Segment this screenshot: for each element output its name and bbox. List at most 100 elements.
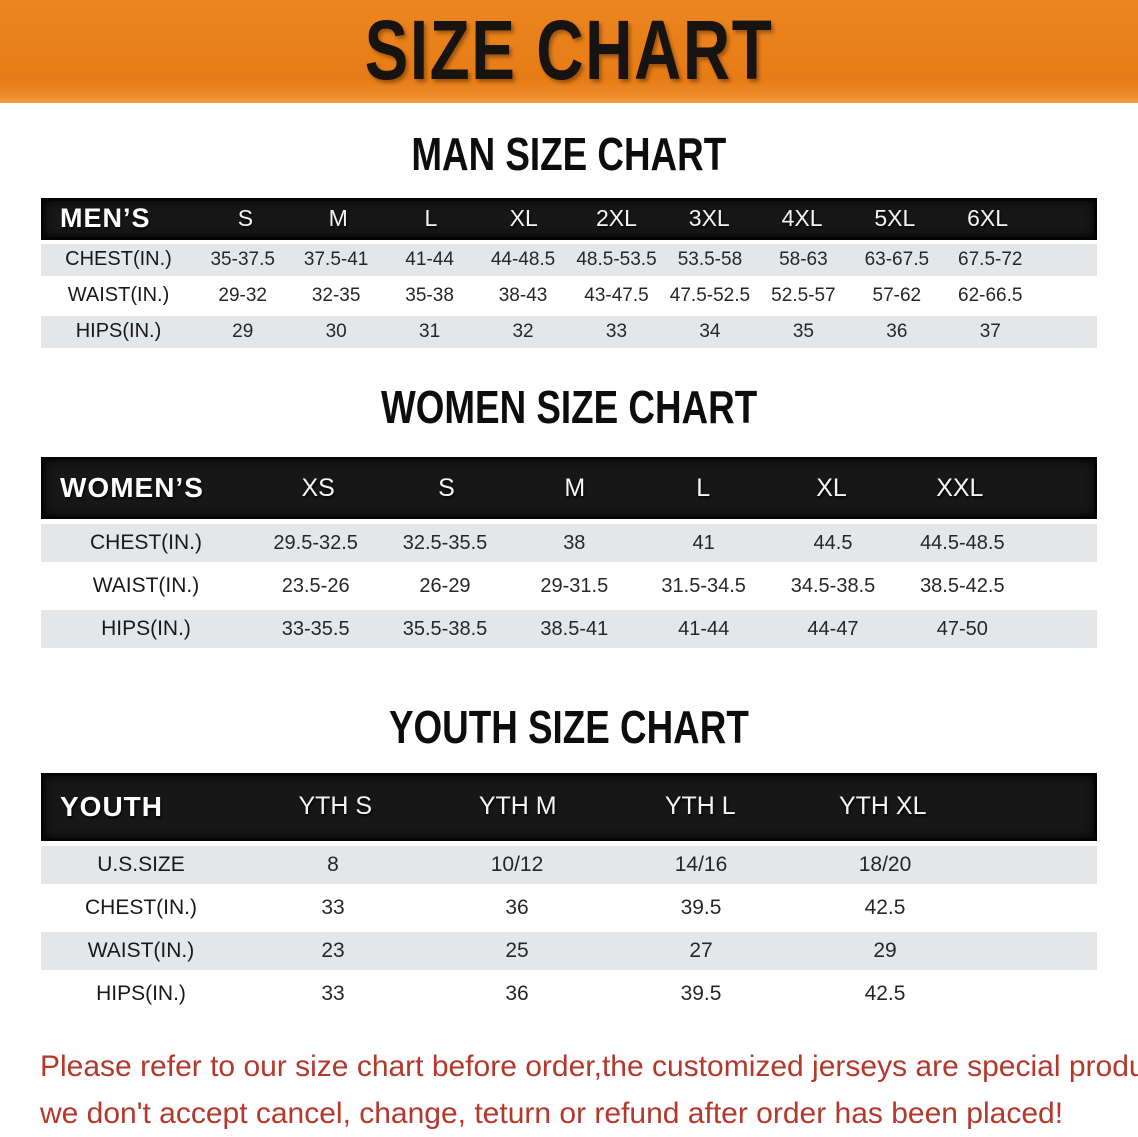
women-section-title-text: WOMEN SIZE CHART — [380, 380, 758, 433]
youth-size-section: YOUTH SIZE CHART YOUTH YTH S YTH M YTH L YTH… — [0, 702, 1138, 1013]
men-table-header: MEN’S S M L XL 2XL 3XL 4XL 5XL 6XL — [41, 197, 1097, 240]
size-column-header: M — [328, 205, 348, 232]
youth-row-hips-in: HIPS(IN.) 33 36 39.5 42.5 — [41, 974, 1097, 1013]
value-cell: 57-62 — [872, 284, 922, 306]
value-cell: 62-66.5 — [958, 284, 1023, 306]
men-row-hips-in: HIPS(IN.) 29 30 31 32 33 34 35 36 37 — [41, 315, 1097, 348]
row-label: WAIST(IN.) — [67, 284, 170, 307]
row-label: WAIST(IN.) — [87, 938, 195, 962]
value-cell: 41 — [692, 531, 715, 554]
value-cell: 41-44 — [678, 617, 730, 640]
men-section-title: MAN SIZE CHART — [0, 129, 1138, 180]
row-label: CHEST(IN.) — [90, 531, 202, 555]
value-cell: 38.5-42.5 — [920, 574, 1005, 597]
row-label: U.S.SIZE — [97, 852, 185, 876]
value-cell: 35-37.5 — [210, 248, 275, 270]
size-column-header: 6XL — [967, 205, 1009, 232]
value-cell: 47.5-52.5 — [669, 284, 751, 306]
men-row-waist-in: WAIST(IN.) 29-32 32-35 35-38 38-43 43-47.5 47.… — [41, 279, 1097, 312]
value-cell: 23 — [321, 938, 345, 962]
banner-title: SIZE CHART — [364, 2, 774, 97]
size-column-header: XL — [509, 205, 538, 232]
men-section-title-text: MAN SIZE CHART — [411, 128, 727, 180]
size-column-header: L — [424, 205, 438, 232]
row-label: WAIST(IN.) — [92, 574, 200, 598]
size-column-header: M — [564, 473, 586, 502]
disclaimer-line-1: Please refer to our size chart before or… — [40, 1049, 1138, 1083]
row-label: HIPS(IN.) — [75, 320, 162, 343]
value-cell: 37 — [979, 320, 1001, 342]
men-row-chest-in: CHEST(IN.) 35-37.5 37.5-41 41-44 44-48.5 48.5… — [41, 243, 1097, 276]
value-cell: 52.5-57 — [771, 284, 836, 306]
size-column-header: S — [438, 473, 455, 502]
value-cell: 42.5 — [864, 895, 906, 919]
value-cell: 44-47 — [807, 617, 859, 640]
men-size-table: MEN’S S M L XL 2XL 3XL 4XL 5XL 6XL CHEST(IN.) 35-37… — [41, 197, 1097, 348]
size-column-header: YTH M — [478, 792, 557, 821]
size-column-header: YTH L — [664, 792, 736, 821]
value-cell: 25 — [505, 938, 529, 962]
size-column-header: XS — [301, 473, 335, 502]
value-cell: 33 — [605, 320, 628, 342]
value-cell: 44.5 — [813, 531, 853, 554]
women-header-label: WOMEN’S — [60, 472, 204, 504]
size-column-header: YTH S — [298, 792, 373, 821]
size-column-header: XL — [816, 473, 847, 502]
value-cell: 8 — [327, 852, 339, 876]
men-header-label: MEN’S — [60, 203, 151, 234]
value-cell: 35.5-38.5 — [402, 617, 488, 640]
value-cell: 53.5-58 — [677, 248, 743, 270]
value-cell: 33 — [321, 981, 345, 1005]
youth-row-u-s-size: U.S.SIZE 8 10/12 14/16 18/20 — [41, 845, 1097, 884]
value-cell: 36 — [505, 895, 529, 919]
men-size-section: MAN SIZE CHART MEN’S S M L XL 2XL 3XL 4XL 5XL 6XL… — [0, 129, 1138, 348]
row-label: HIPS(IN.) — [96, 981, 186, 1005]
size-column-header: 3XL — [688, 205, 730, 232]
women-table-header: WOMEN’S XS S M L XL XXL — [41, 457, 1097, 520]
value-cell: 32.5-35.5 — [402, 531, 488, 554]
women-row-hips-in: HIPS(IN.) 33-35.5 35.5-38.5 38.5-41 41-44 44-… — [41, 610, 1097, 649]
youth-section-title-text: YOUTH SIZE CHART — [389, 701, 749, 754]
women-section-title: WOMEN SIZE CHART — [0, 380, 1138, 433]
value-cell: 35-38 — [405, 284, 454, 306]
value-cell: 37.5-41 — [303, 248, 369, 270]
value-cell: 35 — [792, 320, 814, 342]
value-cell: 36 — [505, 981, 529, 1005]
value-cell: 36 — [886, 320, 908, 342]
value-cell: 29.5-32.5 — [273, 531, 358, 554]
value-cell: 34.5-38.5 — [790, 574, 876, 597]
size-column-header: 5XL — [874, 205, 916, 232]
value-cell: 32-35 — [311, 284, 361, 306]
value-cell: 29-31.5 — [540, 574, 609, 597]
value-cell: 38 — [563, 531, 586, 554]
youth-header-label: YOUTH — [60, 790, 163, 822]
youth-row-chest-in: CHEST(IN.) 33 36 39.5 42.5 — [41, 888, 1097, 927]
row-label: CHEST(IN.) — [65, 248, 172, 271]
value-cell: 31.5-34.5 — [661, 574, 746, 597]
value-cell: 18/20 — [858, 852, 912, 876]
value-cell: 48.5-53.5 — [576, 248, 657, 270]
value-cell: 39.5 — [680, 981, 722, 1005]
row-label: CHEST(IN.) — [85, 895, 197, 919]
value-cell: 44.5-48.5 — [920, 531, 1005, 554]
value-cell: 29-32 — [218, 284, 268, 306]
value-cell: 23.5-26 — [281, 574, 350, 597]
value-cell: 26-29 — [419, 574, 471, 597]
women-size-table: WOMEN’S XS S M L XL XXL CHEST(IN.) 29.5-32.5 32.5… — [41, 457, 1097, 649]
size-column-header: 2XL — [596, 205, 637, 232]
value-cell: 39.5 — [680, 895, 722, 919]
value-cell: 43-47.5 — [584, 284, 649, 306]
size-column-header: S — [237, 205, 254, 232]
value-cell: 47-50 — [936, 617, 988, 640]
value-cell: 27 — [689, 938, 713, 962]
size-column-header: YTH XL — [838, 792, 927, 821]
size-column-header: L — [696, 473, 711, 502]
row-label: HIPS(IN.) — [101, 617, 191, 641]
value-cell: 29 — [232, 320, 254, 342]
youth-size-table: YOUTH YTH S YTH M YTH L YTH XL U.S.SIZE 8 10/12… — [41, 772, 1097, 1013]
size-column-header: 4XL — [781, 205, 823, 232]
value-cell: 30 — [325, 320, 347, 342]
order-disclaimer: Please refer to our size chart before or… — [40, 1043, 1138, 1137]
value-cell: 42.5 — [864, 981, 906, 1005]
youth-section-title: YOUTH SIZE CHART — [0, 702, 1138, 753]
